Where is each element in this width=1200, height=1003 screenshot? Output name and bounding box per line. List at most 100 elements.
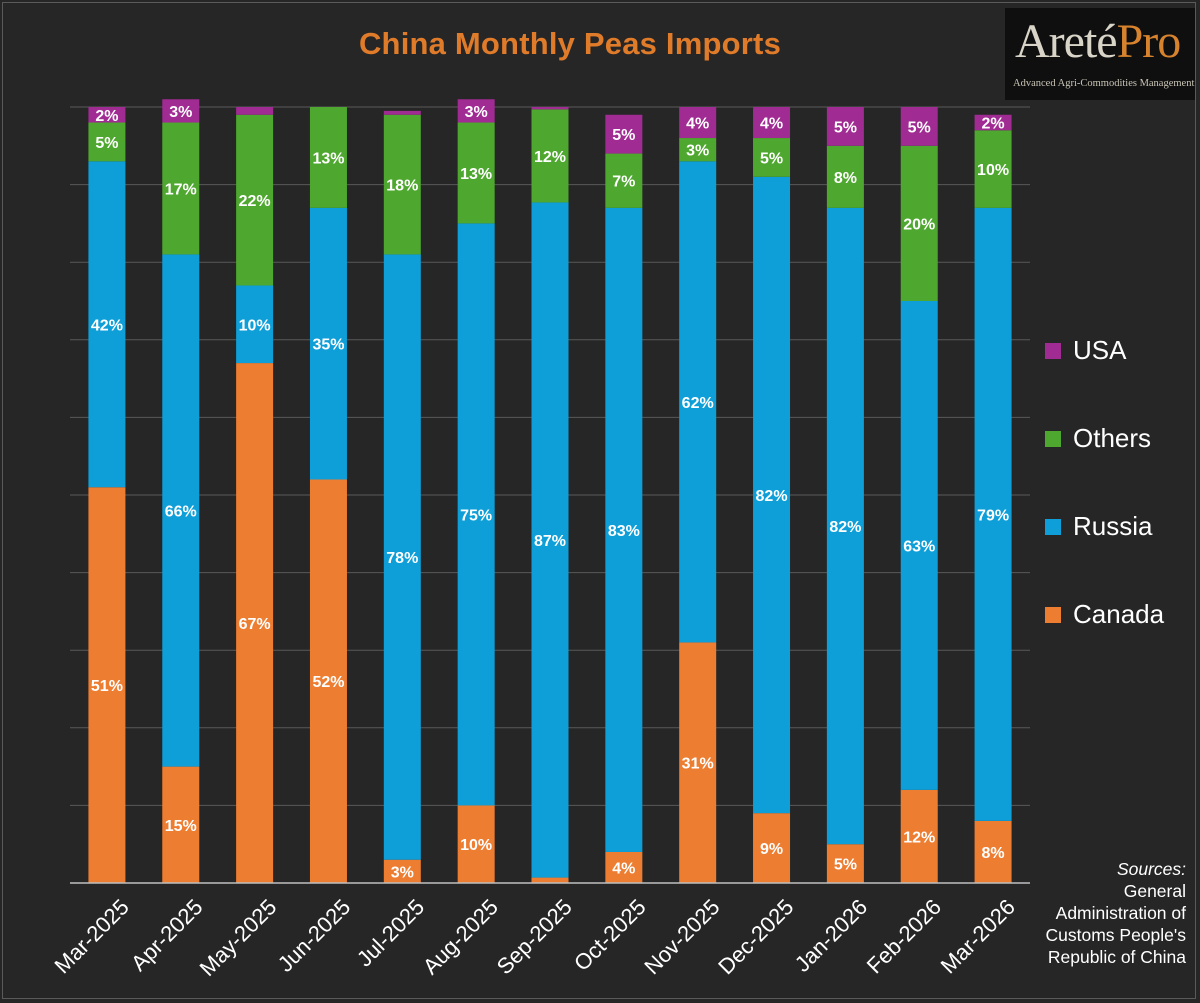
x-tick-label: May-2025: [195, 894, 282, 981]
x-tick-label: Oct-2025: [569, 894, 651, 976]
data-label: 18%: [386, 178, 418, 195]
data-label: 20%: [903, 216, 935, 233]
legend-swatch-canada: [1045, 606, 1061, 623]
bar-segment-usa: [88, 107, 126, 123]
sources-line: Republic of China: [1047, 947, 1186, 967]
bar-segment-canada: [679, 642, 717, 883]
data-label: 5%: [834, 857, 857, 874]
data-label: 5%: [760, 150, 783, 167]
logo-tagline: Advanced Agri-Commodities Management: [1013, 78, 1195, 89]
bar-segment-usa: [531, 107, 569, 110]
bar-segment-russia: [457, 223, 495, 806]
legend-label-russia: Russia: [1073, 511, 1153, 541]
bar-segment-usa: [753, 107, 791, 139]
x-tick-label: Aug-2025: [418, 894, 503, 979]
bar-segment-canada: [974, 820, 1012, 883]
x-tick-label: Feb-2026: [862, 894, 946, 978]
sources-heading: Sources:: [1116, 859, 1186, 879]
x-tick-label: Jul-2025: [352, 894, 429, 971]
x-tick-label: Jun-2025: [273, 894, 356, 977]
x-tick-label: Sep-2025: [492, 894, 577, 979]
bar-segment-others: [974, 130, 1012, 208]
data-label: 12%: [903, 829, 935, 846]
data-label: 82%: [756, 488, 788, 505]
chart-title: China Monthly Peas Imports: [358, 26, 782, 61]
legend-label-canada: Canada: [1073, 599, 1165, 629]
legend-swatch-usa: [1045, 342, 1061, 359]
data-label: 8%: [982, 845, 1005, 862]
data-label: 3%: [465, 104, 488, 121]
bar-segment-russia: [162, 254, 200, 767]
data-label: 17%: [165, 181, 197, 198]
data-label: 7%: [612, 174, 635, 191]
bar-segment-others: [309, 107, 347, 208]
bar-segment-others: [383, 114, 421, 255]
data-label: 62%: [682, 395, 714, 412]
data-label: 3%: [391, 864, 414, 881]
aretepro-logo: AretéPro Advanced Agri-Commodities Manag…: [1005, 8, 1195, 100]
bar-segment-russia: [88, 161, 126, 488]
data-label: 3%: [169, 104, 192, 121]
bar-segment-russia: [605, 207, 643, 852]
bar-segment-usa: [383, 110, 421, 115]
bar-segment-canada: [753, 813, 791, 883]
data-label: 12%: [534, 149, 566, 166]
bar-segment-canada: [457, 805, 495, 883]
data-label: 79%: [977, 507, 1009, 524]
data-label: 31%: [682, 756, 714, 773]
legend-item-canada: Canada: [1045, 599, 1164, 630]
data-label: 5%: [612, 127, 635, 144]
bar-segment-usa: [457, 99, 495, 123]
sources-note: Sources: General Administration of Custo…: [1016, 858, 1187, 968]
data-label: 42%: [91, 317, 123, 334]
bar-segment-others: [457, 122, 495, 224]
data-label: 75%: [460, 507, 492, 524]
bar-segment-canada: [88, 487, 126, 883]
bar-segment-russia: [383, 254, 421, 860]
data-label: 10%: [460, 837, 492, 854]
sources-line: Customs People's: [1045, 925, 1187, 945]
legend-label-usa: USA: [1073, 335, 1127, 365]
x-tick-label: Nov-2025: [639, 894, 724, 979]
legend-label-others: Others: [1073, 423, 1152, 453]
bar-segment-others: [753, 138, 791, 177]
bar-segment-others: [88, 122, 126, 162]
data-label: 63%: [903, 538, 935, 555]
bar-segment-usa: [826, 107, 864, 146]
bar-segment-canada: [162, 766, 200, 883]
data-label: 5%: [834, 119, 857, 136]
legend-item-usa: USA: [1045, 335, 1126, 366]
x-tick-label: Mar-2026: [936, 894, 1020, 978]
bar-segment-usa: [605, 114, 643, 154]
data-label: 87%: [534, 533, 566, 550]
sources-line: Administration of: [1055, 903, 1186, 923]
data-label: 52%: [312, 674, 344, 691]
data-label: 83%: [608, 523, 640, 540]
data-label: 51%: [91, 678, 123, 695]
bar-segment-usa: [974, 114, 1012, 131]
data-label: 78%: [386, 550, 418, 567]
logo-text-arete: Areté: [1015, 15, 1118, 68]
data-label: 67%: [239, 616, 271, 633]
legend-item-russia: Russia: [1045, 511, 1152, 542]
data-label: 5%: [95, 135, 118, 152]
data-label: 4%: [686, 116, 709, 133]
bar-segment-others: [826, 145, 864, 208]
bar-segment-canada: [826, 844, 864, 883]
bar-segment-russia: [900, 301, 938, 790]
data-label: 8%: [834, 170, 857, 187]
bar-segment-others: [531, 109, 569, 203]
bar-segment-russia: [679, 161, 717, 643]
bar-segment-russia: [826, 207, 864, 845]
bar-segment-others: [679, 138, 717, 162]
data-label: 2%: [95, 108, 118, 125]
bar-segment-canada: [900, 789, 938, 883]
bar-segment-usa: [900, 107, 938, 146]
data-label: 13%: [460, 166, 492, 183]
data-label: 35%: [312, 337, 344, 354]
x-tick-label: Dec-2025: [713, 894, 798, 979]
bar-segment-russia: [974, 207, 1012, 821]
bar-segment-others: [605, 153, 643, 208]
